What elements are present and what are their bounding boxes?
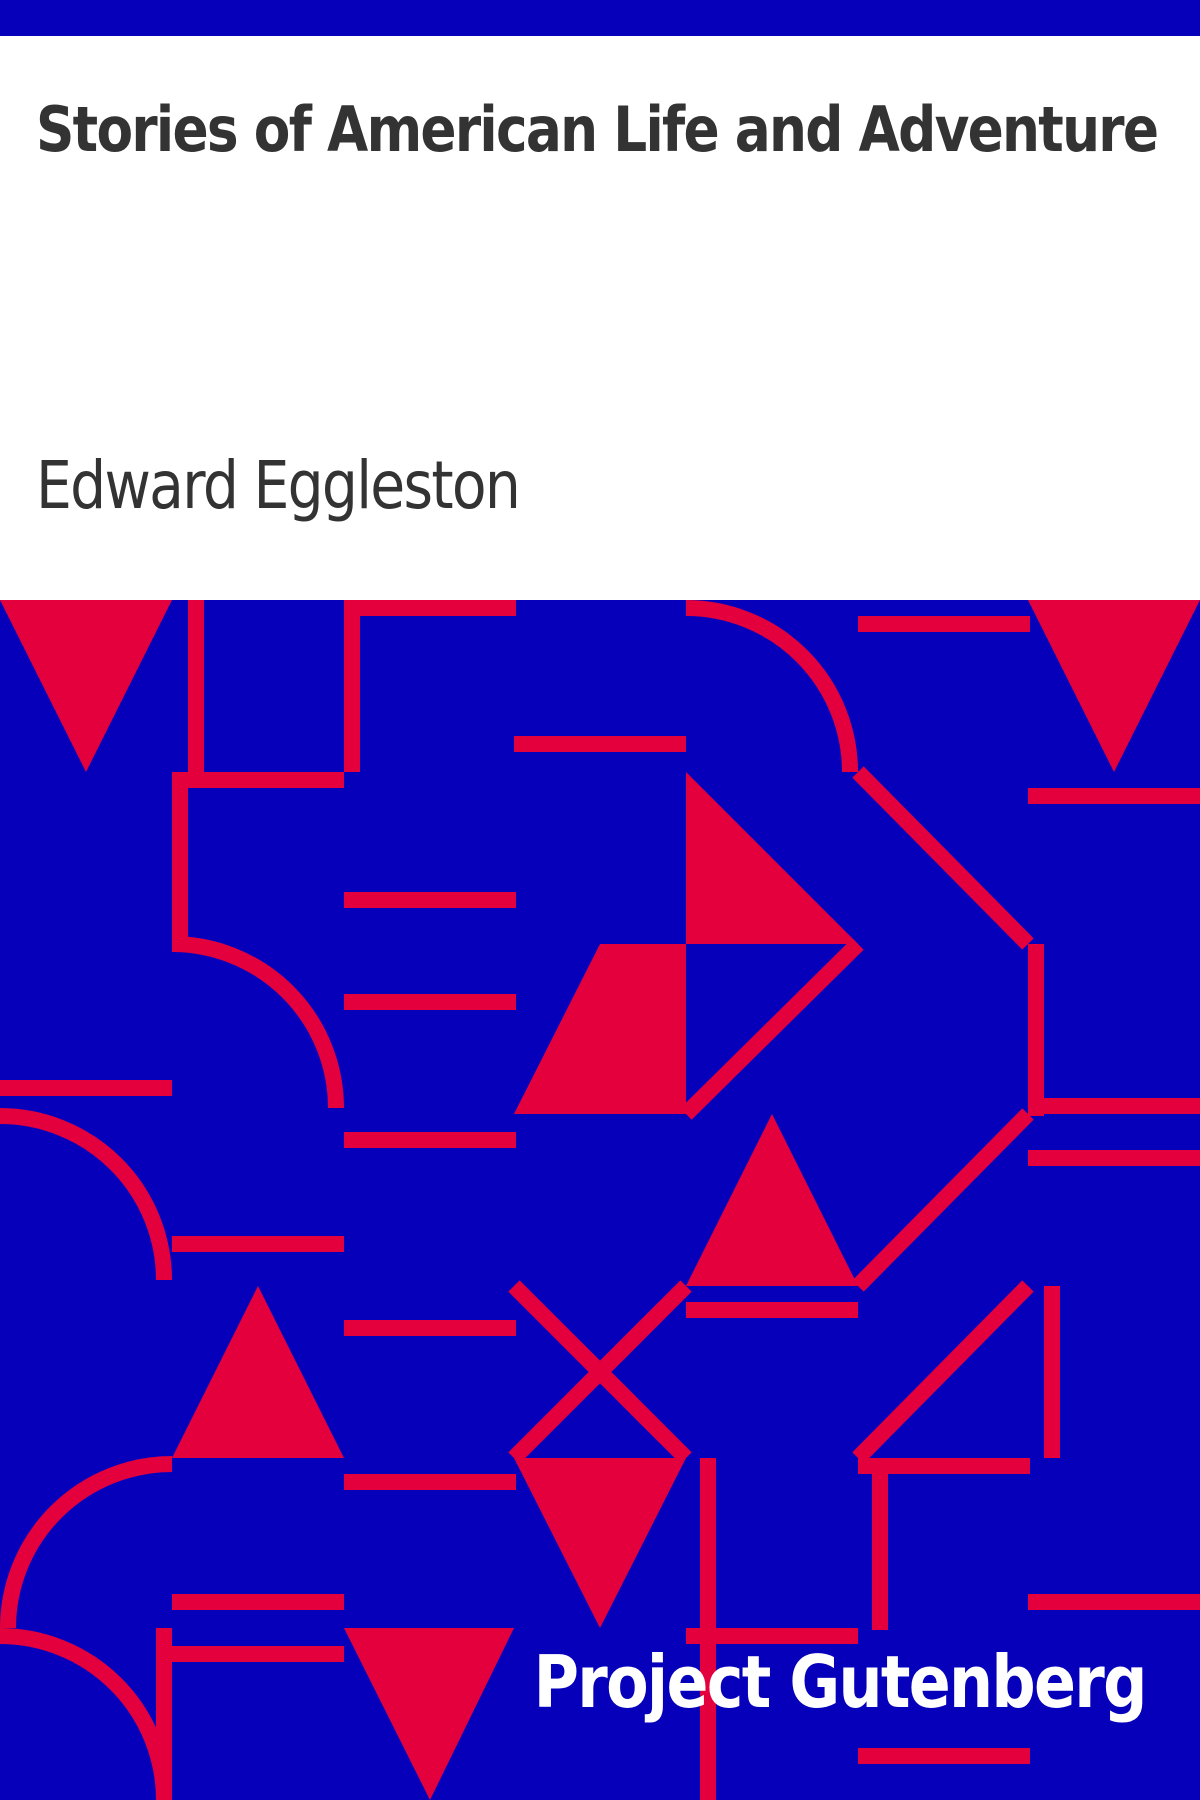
pattern-line — [172, 1594, 344, 1610]
pattern-diagonal — [680, 938, 864, 1120]
pattern-triangle-up — [686, 1114, 858, 1286]
pattern-line — [1044, 1286, 1060, 1458]
pattern-line — [344, 600, 360, 772]
pattern-line — [344, 1474, 516, 1490]
pattern-line — [1028, 1098, 1200, 1114]
pattern-line — [172, 1646, 344, 1662]
pattern-line — [872, 1458, 888, 1630]
pattern-line — [344, 600, 516, 616]
pattern-arc — [0, 1108, 172, 1281]
pattern-line — [858, 1748, 1030, 1764]
pattern-diagonal — [852, 766, 1034, 950]
pattern-line — [1028, 788, 1200, 804]
pattern-triangle-down — [514, 1458, 686, 1628]
pattern-arc — [0, 1628, 172, 1800]
pattern-arc — [685, 600, 858, 773]
book-author: Edward Eggleston — [36, 447, 521, 524]
pattern-line — [700, 1628, 716, 1800]
pattern-line — [172, 772, 344, 788]
pattern-triangle-down — [1028, 600, 1200, 772]
pattern-line — [1028, 1150, 1200, 1166]
book-title: Stories of American Life and Adventure — [36, 93, 1159, 166]
pattern-line — [172, 1236, 344, 1252]
pattern-line — [686, 1302, 858, 1318]
pattern-line — [858, 616, 1030, 632]
pattern-line — [344, 892, 516, 908]
pattern-line — [1028, 1594, 1200, 1610]
pattern-triangle-up — [514, 944, 686, 1114]
pattern-line — [188, 600, 204, 772]
pattern-line — [1028, 944, 1044, 1116]
pattern-line — [0, 1080, 172, 1096]
pattern-triangle-up — [686, 772, 858, 944]
pattern-line — [686, 1628, 858, 1644]
pattern-shapes — [0, 600, 1200, 1800]
top-color-band — [0, 0, 1200, 36]
pattern-strokes — [0, 600, 1034, 1800]
pattern-diagonal — [852, 1280, 1034, 1464]
publisher-name: Project Gutenberg — [533, 1640, 1148, 1724]
pattern-triangle-down — [0, 600, 172, 772]
pattern-diagonal — [508, 1280, 692, 1464]
cover-pattern — [0, 600, 1200, 1800]
pattern-line — [344, 1320, 516, 1336]
pattern-line — [858, 1458, 1030, 1474]
pattern-arc — [0, 1456, 173, 1629]
pattern-line — [344, 994, 516, 1010]
pattern-arc — [171, 936, 344, 1109]
pattern-triangle-down — [344, 1628, 514, 1800]
pattern-triangle-up — [172, 1286, 344, 1458]
pattern-line — [344, 1132, 516, 1148]
pattern-line — [172, 772, 188, 944]
pattern-line — [700, 1458, 716, 1630]
pattern-line — [514, 736, 686, 752]
pattern-diagonal — [852, 1108, 1034, 1292]
